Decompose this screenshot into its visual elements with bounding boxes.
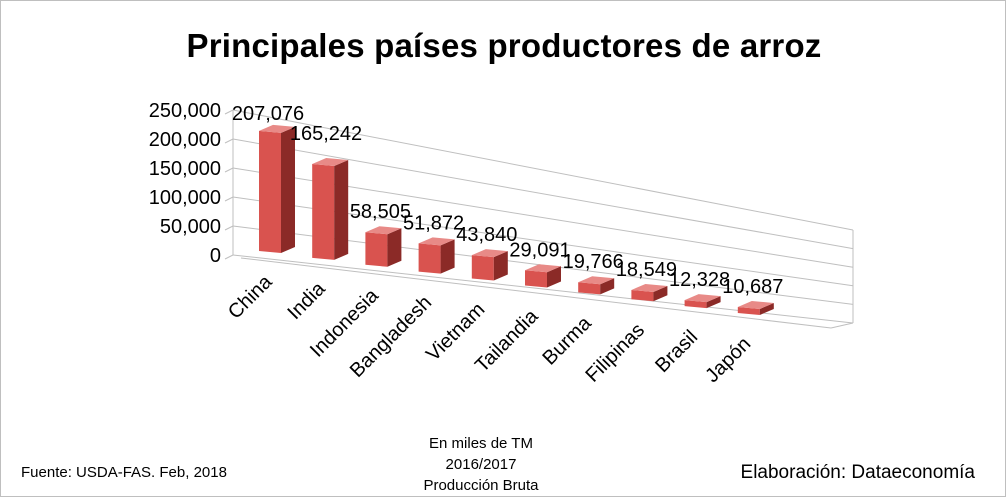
bar-side [493,251,508,281]
bar-layer [259,124,774,315]
bar-front [525,270,547,288]
bar-front [684,300,707,309]
bar-side [387,228,402,267]
bar-side [706,296,721,309]
y-tick-label: 250,000 [149,100,221,122]
period-note: 2016/2017 [445,456,517,473]
bar [525,264,561,288]
data-label: 58,505 [350,201,411,223]
bar-top [312,157,349,166]
bar [631,283,668,302]
credit-note: Elaboración: Dataeconomía [740,462,975,483]
y-tick-label: 200,000 [149,129,221,151]
bar-front [312,163,335,260]
category-label: China [224,270,277,323]
bar-front [471,255,494,281]
bar [365,226,402,267]
bar-top [259,124,295,133]
bar-side [759,303,774,315]
bar-top [578,276,615,285]
measure-note: Producción Bruta [423,477,539,494]
bar [684,294,721,309]
bar-front [737,307,760,315]
bar-front [259,130,281,253]
y-tick-label: 0 [210,245,221,267]
category-label: Brasil [651,326,702,377]
y-tick-label: 50,000 [160,216,221,238]
data-label: 207,076 [232,103,304,125]
bar-top [365,226,402,235]
bar-top [737,301,774,309]
chart-title: Principales países productores de arroz [186,27,822,64]
bar-top [684,294,721,303]
bar-front [365,232,388,267]
category-label: Japón [701,333,755,387]
category-label: Burma [539,312,597,370]
y-axis-ticks: 0 50,000 100,000 150,000 200,000 250,000 [149,100,221,267]
bar-front [631,289,654,302]
bar-side [600,278,615,295]
y-tick-label: 100,000 [149,187,221,209]
bar [312,157,349,260]
bar [737,301,774,315]
bar-top [471,249,508,258]
bar-front [578,282,601,295]
bar-top [631,283,668,292]
unit-note: En miles de TM [429,435,533,452]
bar-side [653,285,668,302]
data-label: 10,687 [722,276,783,298]
data-label: 51,872 [403,212,464,234]
bar-side [334,159,349,260]
category-label: India [284,277,331,324]
bar-top [418,237,455,246]
bar-side [440,239,455,274]
bar [259,124,295,253]
bar [578,276,615,295]
y-tick-label: 150,000 [149,158,221,180]
data-label: 165,242 [290,123,362,145]
data-label: 12,328 [669,269,730,291]
data-label: 43,840 [456,224,517,246]
bar-front [418,243,441,274]
data-label: 29,091 [509,239,570,261]
bar-side [281,126,295,253]
source-note: Fuente: USDA-FAS. Feb, 2018 [21,464,227,481]
bar-side [547,266,561,288]
bar [471,249,508,281]
data-label: 19,766 [563,251,624,273]
bar-top [525,264,561,273]
chart-notes: En miles de TM 2016/2017 Producción Brut… [381,433,581,496]
data-label: 18,549 [616,259,677,281]
bar [418,237,455,274]
